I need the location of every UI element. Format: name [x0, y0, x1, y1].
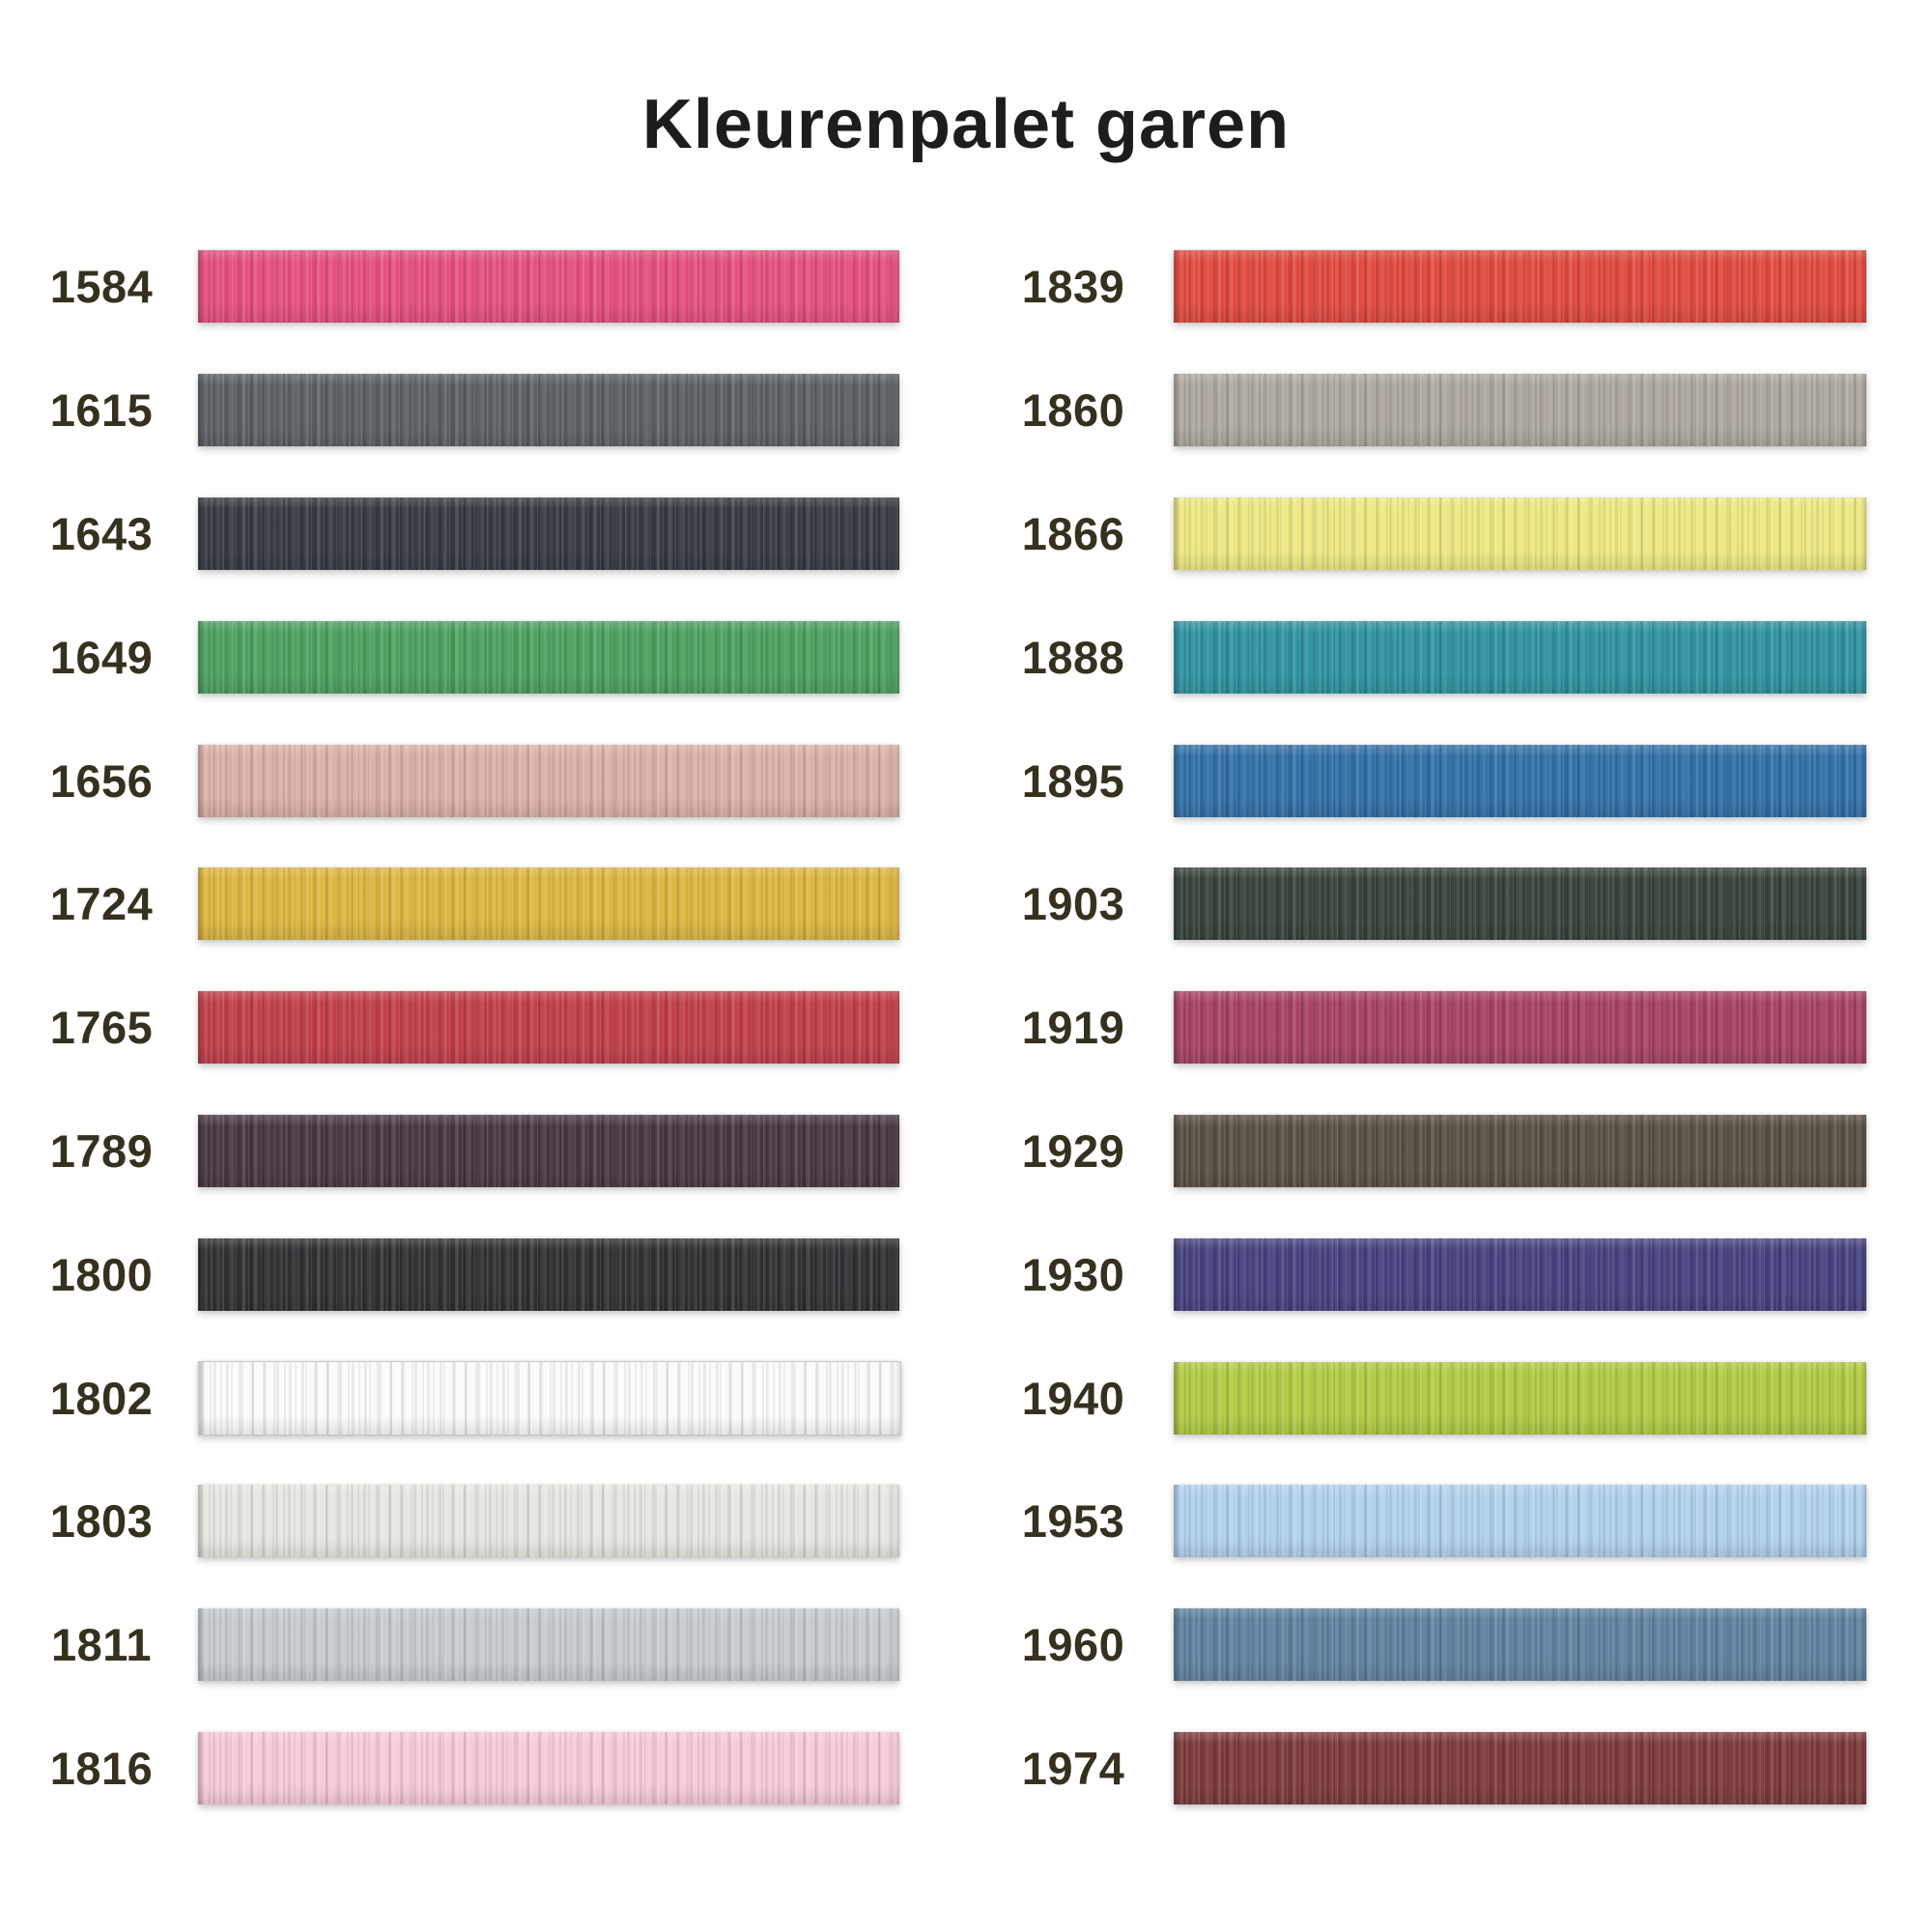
page-title: Kleurenpalet garen: [641, 86, 1291, 163]
color-code-label: 1802: [49, 1372, 154, 1424]
color-code-label: 1888: [1021, 631, 1125, 683]
color-code-label: 1800: [49, 1248, 154, 1300]
yarn-swatch: [1174, 1114, 1866, 1187]
yarn-swatch: [1174, 867, 1866, 941]
swatch-column-right: 1839 1860 1866 1888 1895 1903 1919 1929 …: [1001, 225, 1866, 1830]
swatch-row: 1866: [1001, 472, 1866, 596]
swatch-row: 1800: [29, 1212, 901, 1336]
swatch-row: 1839: [1001, 225, 1866, 349]
color-code-label: 1903: [1021, 878, 1125, 930]
yarn-swatch: [1174, 1731, 1866, 1804]
color-code-label: 1803: [49, 1495, 154, 1548]
swatch-row: 1929: [1001, 1090, 1866, 1213]
swatch-row: 1803: [29, 1460, 901, 1583]
color-code-label: 1960: [1021, 1619, 1125, 1671]
swatch-row: 1974: [1001, 1707, 1866, 1831]
yarn-swatch: [1174, 744, 1866, 817]
yarn-swatch: [1174, 620, 1866, 694]
yarn-swatch: [1174, 250, 1866, 324]
yarn-swatch: [198, 1485, 899, 1558]
color-code-label: 1919: [1021, 1002, 1125, 1054]
color-code-label: 1974: [1021, 1742, 1125, 1794]
yarn-swatch: [198, 620, 899, 694]
yarn-swatch: [198, 1608, 899, 1682]
swatch-row: 1816: [29, 1707, 901, 1831]
yarn-swatch: [198, 744, 899, 817]
swatch-row: 1895: [1001, 719, 1866, 842]
color-code-label: 1816: [49, 1742, 154, 1794]
color-code-label: 1866: [1021, 507, 1125, 559]
yarn-swatch: [198, 1731, 899, 1804]
swatch-row: 1724: [29, 842, 901, 966]
yarn-swatch: [1174, 991, 1866, 1065]
swatch-column-left: 1584 1615 1643 1649 1656 1724 1765 1789 …: [29, 225, 901, 1830]
swatch-row: 1919: [1001, 966, 1866, 1090]
swatch-row: 1802: [29, 1336, 901, 1460]
color-code-label: 1895: [1021, 754, 1125, 807]
color-code-label: 1615: [49, 384, 154, 437]
yarn-swatch: [198, 991, 899, 1065]
color-code-label: 1656: [49, 754, 154, 807]
color-code-label: 1584: [49, 261, 154, 313]
swatch-row: 1584: [29, 225, 901, 349]
swatch-row: 1656: [29, 719, 901, 842]
color-code-label: 1929: [1021, 1124, 1125, 1177]
color-code-label: 1839: [1021, 261, 1125, 313]
yarn-swatch: [198, 1114, 899, 1187]
yarn-swatch: [1174, 1361, 1866, 1435]
yarn-swatch: [1174, 1608, 1866, 1682]
color-code-label: 1860: [1021, 384, 1125, 437]
yarn-swatch: [198, 1237, 899, 1311]
yarn-swatch: [198, 867, 899, 941]
swatch-row: 1789: [29, 1090, 901, 1213]
yarn-swatch: [1174, 1485, 1866, 1558]
swatch-row: 1649: [29, 595, 901, 719]
color-code-label: 1789: [49, 1124, 154, 1177]
swatch-row: 1930: [1001, 1212, 1866, 1336]
color-code-label: 1643: [49, 507, 154, 559]
color-code-label: 1930: [1021, 1248, 1125, 1300]
swatch-row: 1765: [29, 966, 901, 1090]
yarn-swatch: [1174, 374, 1866, 447]
swatch-row: 1940: [1001, 1336, 1866, 1460]
yarn-swatch: [198, 497, 899, 570]
color-code-label: 1724: [49, 878, 154, 930]
swatch-row: 1888: [1001, 595, 1866, 719]
yarn-swatch: [198, 1360, 901, 1435]
yarn-swatch: [198, 374, 899, 447]
color-code-label: 1953: [1021, 1495, 1125, 1548]
swatch-row: 1811: [29, 1583, 901, 1707]
swatch-row: 1860: [1001, 349, 1866, 472]
yarn-swatch: [1174, 497, 1866, 570]
swatch-row: 1960: [1001, 1583, 1866, 1707]
color-code-label: 1649: [49, 631, 154, 683]
swatch-row: 1903: [1001, 842, 1866, 966]
yarn-swatch: [1174, 1237, 1866, 1311]
color-code-label: 1811: [51, 1619, 152, 1671]
swatch-row: 1953: [1001, 1460, 1866, 1583]
yarn-swatch: [198, 250, 899, 324]
swatch-row: 1643: [29, 472, 901, 596]
color-code-label: 1765: [49, 1002, 154, 1054]
swatch-row: 1615: [29, 349, 901, 472]
color-code-label: 1940: [1021, 1372, 1125, 1424]
